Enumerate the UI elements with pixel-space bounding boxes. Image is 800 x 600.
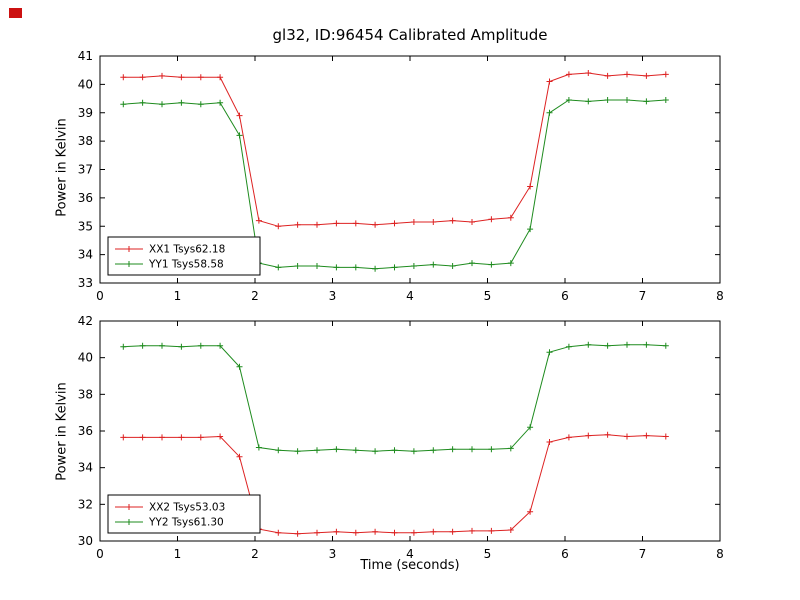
series-markers xyxy=(120,341,669,455)
y-tick-label: 36 xyxy=(78,424,93,438)
legend: XX2 Tsys53.03 YY2 Tsys61.30 xyxy=(107,494,261,534)
y-tick-label: 40 xyxy=(78,351,93,365)
x-axis-label: Time (seconds) xyxy=(360,558,460,573)
x-tick-label: 6 xyxy=(561,289,569,303)
y-tick-label: 41 xyxy=(78,49,93,63)
x-tick-label: 5 xyxy=(484,547,492,561)
x-tick-label: 3 xyxy=(329,547,337,561)
y-tick-label: 35 xyxy=(78,219,93,233)
legend: XX1 Tsys62.18 YY1 Tsys58.58 xyxy=(107,236,261,276)
x-tick-label: 8 xyxy=(716,289,724,303)
x-tick-label: 2 xyxy=(251,547,259,561)
y-tick-label: 39 xyxy=(78,106,93,120)
legend-sample-marker xyxy=(126,519,132,525)
x-tick-label: 2 xyxy=(251,289,259,303)
series-line xyxy=(123,344,666,452)
x-tick-label: 4 xyxy=(406,547,414,561)
legend-sample-marker xyxy=(126,246,132,252)
corner-red-marker xyxy=(9,8,22,18)
legend-label: YY1 Tsys58.58 xyxy=(148,259,224,271)
y-tick-label: 32 xyxy=(78,497,93,511)
y-tick-label: 34 xyxy=(78,248,93,262)
series-markers xyxy=(120,431,669,537)
chart-title: gl32, ID:96454 Calibrated Amplitude xyxy=(272,26,548,44)
x-tick-label: 7 xyxy=(639,289,647,303)
y-tick-label: 38 xyxy=(78,387,93,401)
legend-label: YY2 Tsys61.30 xyxy=(148,517,224,529)
y-tick-label: 34 xyxy=(78,461,93,475)
legend-label: XX1 Tsys62.18 xyxy=(149,244,225,256)
y-tick-label: 30 xyxy=(78,534,93,548)
y-tick-label: 38 xyxy=(78,134,93,148)
series-YY1 xyxy=(120,97,669,272)
legend-box xyxy=(107,494,261,534)
series-markers xyxy=(120,70,669,230)
x-tick-label: 7 xyxy=(639,547,647,561)
x-tick-label: 0 xyxy=(96,289,104,303)
x-tick-label: 5 xyxy=(484,289,492,303)
y-tick-label: 36 xyxy=(78,191,93,205)
y-tick-label: 33 xyxy=(78,276,93,290)
legend-label: XX2 Tsys53.03 xyxy=(149,502,225,514)
legend-box xyxy=(107,236,261,276)
x-tick-label: 8 xyxy=(716,547,724,561)
y-tick-label: 42 xyxy=(78,314,93,328)
y-tick-label: 37 xyxy=(78,163,93,177)
y-tick-label: 40 xyxy=(78,77,93,91)
series-line xyxy=(123,72,666,227)
series-XX2 xyxy=(120,431,669,537)
x-tick-label: 1 xyxy=(174,547,182,561)
x-tick-label: 3 xyxy=(329,289,337,303)
x-tick-label: 4 xyxy=(406,289,414,303)
legend-sample-marker xyxy=(126,261,132,267)
series-XX1 xyxy=(120,70,669,230)
x-tick-label: 6 xyxy=(561,547,569,561)
legend-sample-marker xyxy=(126,504,132,510)
x-tick-label: 0 xyxy=(96,547,104,561)
x-tick-label: 1 xyxy=(174,289,182,303)
series-markers xyxy=(120,97,669,272)
series-YY2 xyxy=(120,341,669,455)
